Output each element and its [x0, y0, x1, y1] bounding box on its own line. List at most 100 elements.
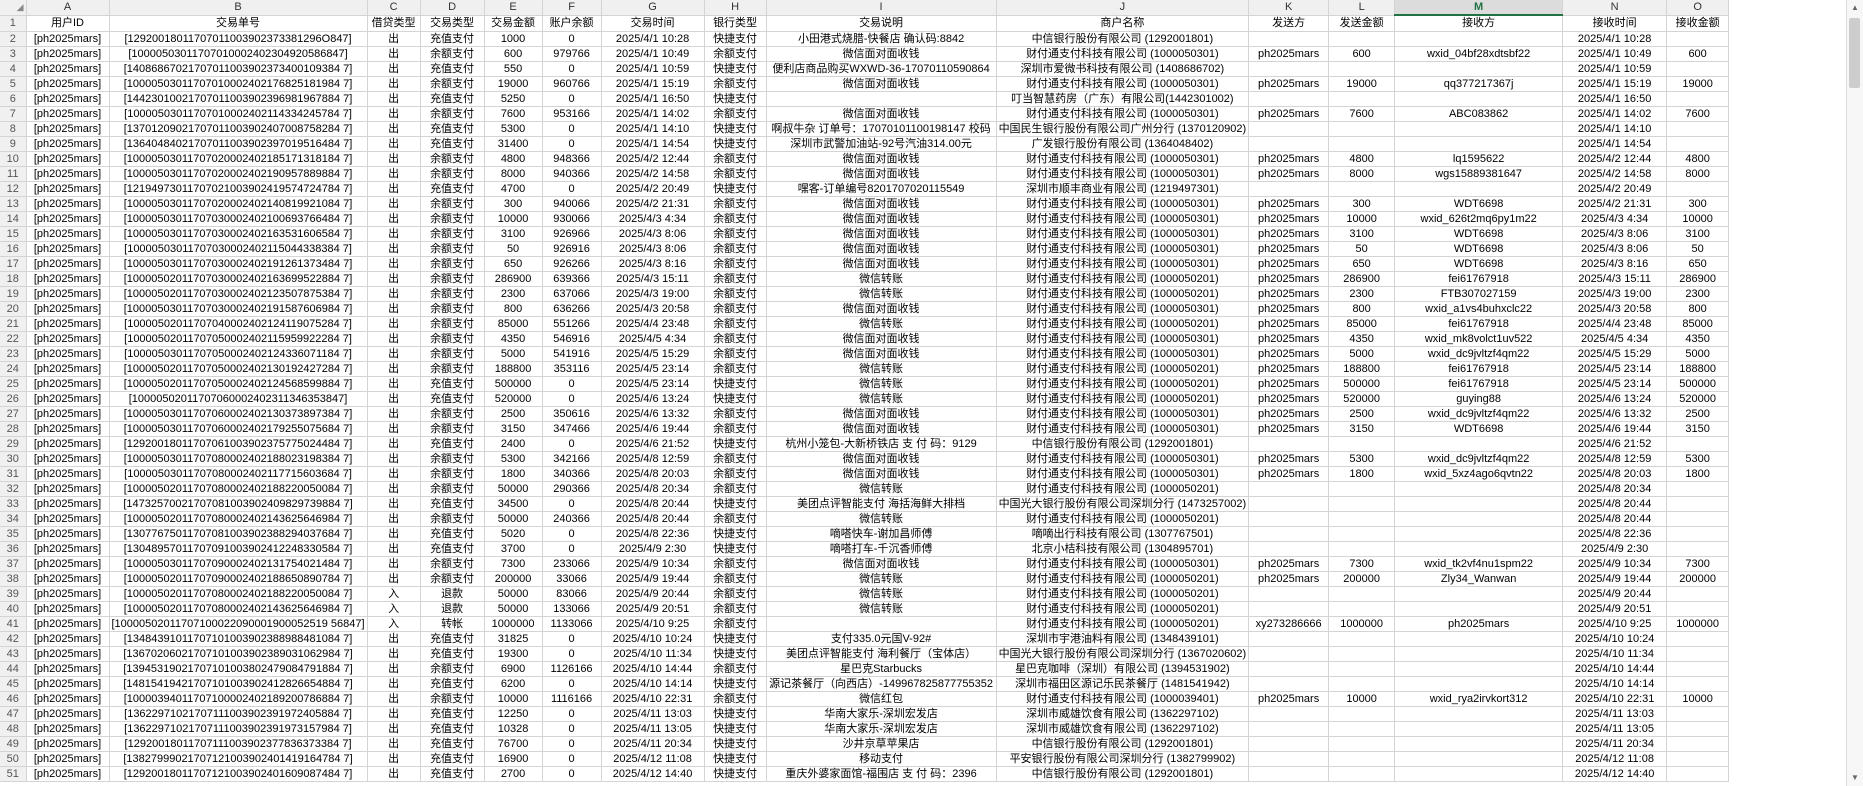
- cell-d[interactable]: 余额支付: [420, 166, 485, 182]
- cell-c[interactable]: 出: [367, 211, 421, 227]
- cell-k[interactable]: [1248, 181, 1330, 197]
- cell-j[interactable]: 财付通支付科技有限公司 (1000050301): [996, 466, 1250, 482]
- cell-h[interactable]: 余额支付: [704, 286, 767, 302]
- cell-a[interactable]: [ph2025mars]: [26, 676, 110, 692]
- cell-f[interactable]: 930066: [542, 211, 602, 227]
- row-number[interactable]: 2: [0, 31, 27, 47]
- cell-o[interactable]: 2500: [1666, 406, 1730, 422]
- cell-m[interactable]: [1394, 436, 1564, 452]
- cell-l[interactable]: [1328, 526, 1396, 542]
- cell-a[interactable]: [ph2025mars]: [26, 91, 110, 107]
- cell-d[interactable]: 充值支付: [420, 646, 485, 662]
- cell-h[interactable]: 余额支付: [704, 451, 767, 467]
- cell-g[interactable]: 2025/4/1 10:59: [601, 61, 705, 77]
- cell-j[interactable]: 中国民生银行股份有限公司广州分行 (1370120902): [996, 121, 1250, 137]
- cell-n[interactable]: 2025/4/8 20:34: [1562, 481, 1668, 497]
- cell-b[interactable]: [10000502011707080002402143625646984 7]: [109, 601, 368, 617]
- cell-e[interactable]: 6900: [484, 661, 543, 677]
- cell-o[interactable]: 600: [1666, 46, 1730, 62]
- cell-h[interactable]: 余额支付: [704, 586, 767, 602]
- cell-b[interactable]: [12194973011707021003902419574724784 7]: [109, 181, 368, 197]
- cell-j[interactable]: 财付通支付科技有限公司 (1000050201): [996, 391, 1250, 407]
- cell-i[interactable]: 微信转账: [766, 481, 997, 497]
- cell-e[interactable]: 50000: [484, 511, 543, 527]
- cell-m[interactable]: fei61767918: [1394, 361, 1564, 377]
- cell-m[interactable]: [1394, 661, 1564, 677]
- column-header-o[interactable]: O: [1666, 0, 1730, 16]
- cell-j[interactable]: 中国光大银行股份有限公司深圳分行 (1367020602): [996, 646, 1250, 662]
- column-header-i[interactable]: I: [766, 0, 997, 16]
- cell-a[interactable]: [ph2025mars]: [26, 331, 110, 347]
- column-header-n[interactable]: N: [1562, 0, 1668, 16]
- cell-l[interactable]: 50: [1328, 241, 1396, 257]
- row-number[interactable]: 12: [0, 181, 27, 197]
- cell-n[interactable]: 2025/4/11 13:03: [1562, 706, 1668, 722]
- cell-l[interactable]: [1328, 661, 1396, 677]
- table-row[interactable]: 24 [ph2025mars] [1000050201170705000240213…: [0, 361, 1730, 377]
- cell-i[interactable]: 微信转账: [766, 571, 997, 587]
- cell-b[interactable]: [10000502011707060002402311346353847]: [109, 391, 368, 407]
- row-number[interactable]: 14: [0, 211, 27, 227]
- cell-e[interactable]: 188800: [484, 361, 543, 377]
- row-number[interactable]: 39: [0, 586, 27, 602]
- cell-k[interactable]: ph2025mars: [1248, 406, 1330, 422]
- cell-l[interactable]: 286900: [1328, 271, 1396, 287]
- scrollbar-thumb[interactable]: [1849, 18, 1860, 88]
- column-header-g[interactable]: G: [601, 0, 705, 16]
- cell-f[interactable]: 340366: [542, 466, 602, 482]
- cell-k[interactable]: [1248, 706, 1330, 722]
- cell-a[interactable]: [ph2025mars]: [26, 196, 110, 212]
- row-number[interactable]: 24: [0, 361, 27, 377]
- cell-o[interactable]: [1666, 496, 1730, 512]
- cell-j[interactable]: 财付通支付科技有限公司 (1000050201): [996, 586, 1250, 602]
- cell-i[interactable]: 微信转账: [766, 361, 997, 377]
- cell-m[interactable]: fei61767918: [1394, 271, 1564, 287]
- cell-i[interactable]: 微信转账: [766, 511, 997, 527]
- cell-o[interactable]: 3100: [1666, 226, 1730, 242]
- cell-j[interactable]: 中国光大银行股份有限公司深圳分行 (1473257002): [996, 496, 1250, 512]
- cell-m[interactable]: [1394, 541, 1564, 557]
- cell-l[interactable]: [1328, 61, 1396, 77]
- cell-g[interactable]: 2025/4/10 10:24: [601, 631, 705, 647]
- cell-c[interactable]: 出: [367, 721, 421, 737]
- cell-k[interactable]: [1248, 661, 1330, 677]
- cell-b[interactable]: [10000503011707010002402176825181984 7]: [109, 76, 368, 92]
- cell-i[interactable]: 微信面对面收钱: [766, 76, 997, 92]
- cell-b[interactable]: [10000503011707060002402130373897384 7]: [109, 406, 368, 422]
- row-number[interactable]: 13: [0, 196, 27, 212]
- cell-o[interactable]: [1666, 436, 1730, 452]
- cell-a[interactable]: [ph2025mars]: [26, 271, 110, 287]
- cell-g[interactable]: 2025/4/2 12:44: [601, 151, 705, 167]
- cell-n[interactable]: 2025/4/1 14:54: [1562, 136, 1668, 152]
- cell-a[interactable]: [ph2025mars]: [26, 706, 110, 722]
- table-row[interactable]: 4 [ph2025mars] [14086867021707011003902373…: [0, 61, 1730, 77]
- cell-a[interactable]: [ph2025mars]: [26, 256, 110, 272]
- cell-c[interactable]: 出: [367, 331, 421, 347]
- cell-b[interactable]: [12920018011707011003902373381296O847]: [109, 31, 368, 47]
- cell-f[interactable]: 350616: [542, 406, 602, 422]
- cell-l[interactable]: 188800: [1328, 361, 1396, 377]
- cell-a[interactable]: [ph2025mars]: [26, 226, 110, 242]
- cell-o[interactable]: 1000000: [1666, 616, 1730, 632]
- cell-j[interactable]: 平安银行股份有限公司深圳分行 (1382799902): [996, 751, 1250, 767]
- cell-d[interactable]: 余额支付: [420, 256, 485, 272]
- cell-k[interactable]: ph2025mars: [1248, 241, 1330, 257]
- cell-a[interactable]: [ph2025mars]: [26, 646, 110, 662]
- cell-k[interactable]: ph2025mars: [1248, 466, 1330, 482]
- cell-d[interactable]: 充值支付: [420, 391, 485, 407]
- cell-i[interactable]: [766, 91, 997, 107]
- cell-n[interactable]: 2025/4/1 10:59: [1562, 61, 1668, 77]
- cell-d[interactable]: 余额支付: [420, 241, 485, 257]
- table-row[interactable]: 33 [ph2025mars] [1473257002170708100390240…: [0, 496, 1730, 512]
- row-number[interactable]: 18: [0, 271, 27, 287]
- cell-e[interactable]: 5300: [484, 451, 543, 467]
- cell-j[interactable]: 中信银行股份有限公司 (1292001801): [996, 31, 1250, 47]
- cell-h[interactable]: 余额支付: [704, 556, 767, 572]
- cell-d[interactable]: 余额支付: [420, 691, 485, 707]
- cell-f[interactable]: 353116: [542, 361, 602, 377]
- table-row[interactable]: 9 [ph2025mars] [13640484021707011003902397…: [0, 136, 1730, 152]
- cell-e[interactable]: 650: [484, 256, 543, 272]
- cell-d[interactable]: 充值支付: [420, 496, 485, 512]
- cell-h[interactable]: 快捷支付: [704, 31, 767, 47]
